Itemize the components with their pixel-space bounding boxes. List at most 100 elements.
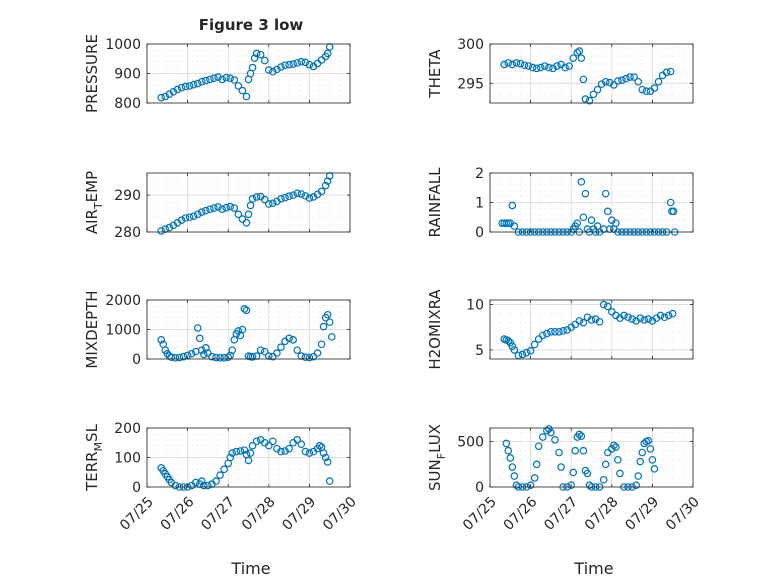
data-point <box>640 316 649 324</box>
data-point <box>198 346 206 354</box>
data-point <box>585 96 594 105</box>
data-point <box>200 350 208 359</box>
data-point <box>581 95 590 103</box>
data-point <box>313 349 322 357</box>
data-point <box>242 306 251 315</box>
data-point <box>569 468 578 477</box>
data-point <box>510 472 519 480</box>
data-point <box>208 352 216 361</box>
series-markers <box>157 305 336 362</box>
x-axis-label-left: Time <box>230 559 270 578</box>
subplot-air_temp: 280 290 AIRTEMP <box>83 171 351 241</box>
data-point <box>321 181 330 190</box>
data-point <box>504 337 513 345</box>
data-point <box>285 192 293 201</box>
y-axis-label-main: PRESSURE <box>83 34 101 113</box>
data-point <box>226 74 235 83</box>
data-point <box>567 481 576 489</box>
data-point <box>648 455 657 464</box>
data-point <box>289 336 297 344</box>
y-tick-label: 5 <box>475 343 484 359</box>
data-point <box>305 60 314 69</box>
y-axis-label-tail: SL <box>83 423 101 442</box>
data-point <box>579 213 588 222</box>
data-point <box>260 56 269 65</box>
data-point <box>246 201 255 210</box>
data-point <box>545 425 553 433</box>
data-point <box>260 195 269 204</box>
data-point <box>289 60 297 68</box>
data-point <box>248 353 257 361</box>
data-point <box>593 85 602 94</box>
data-point <box>234 210 243 219</box>
data-point <box>234 82 243 90</box>
data-point <box>226 202 235 211</box>
data-point <box>173 85 182 94</box>
y-tick-label: 1 <box>475 196 484 212</box>
data-point <box>244 210 253 219</box>
data-point <box>545 63 553 72</box>
data-point <box>589 90 598 99</box>
data-point <box>666 198 675 207</box>
y-axis-label-subscript: F <box>435 453 448 459</box>
y-axis-label-main: THETA <box>426 49 444 99</box>
data-point <box>195 334 204 343</box>
data-point <box>230 204 239 212</box>
data-point <box>583 469 592 478</box>
data-point <box>579 446 588 455</box>
data-point <box>248 195 257 203</box>
data-point <box>662 68 671 77</box>
data-point <box>212 477 220 485</box>
x-tick-label: 07/30 <box>320 494 360 534</box>
y-tick-label: 2 <box>475 166 484 182</box>
data-point <box>551 435 559 444</box>
data-point <box>252 49 261 58</box>
data-point <box>666 67 675 76</box>
data-point <box>193 79 202 88</box>
data-point <box>198 77 206 86</box>
data-point <box>187 349 196 358</box>
y-axis-label: PRESSURE <box>83 34 101 113</box>
data-point <box>506 454 515 462</box>
data-point <box>575 430 584 439</box>
axes-box <box>489 427 694 488</box>
data-point <box>240 305 249 313</box>
x-tick-label: 07/29 <box>279 494 319 534</box>
data-point <box>557 463 565 471</box>
data-point <box>244 456 253 465</box>
data-point <box>252 437 261 446</box>
data-point <box>512 59 521 67</box>
data-point <box>638 85 647 94</box>
y-axis-label: TERRMSL <box>83 423 105 492</box>
data-point <box>622 74 630 83</box>
data-point <box>636 457 645 466</box>
data-point <box>273 65 281 74</box>
data-point <box>601 189 610 198</box>
data-point <box>161 92 170 101</box>
data-point <box>538 331 547 340</box>
data-point <box>269 199 277 208</box>
data-point <box>157 227 166 235</box>
data-point <box>214 73 222 81</box>
data-point <box>212 353 220 362</box>
data-point <box>204 481 212 490</box>
data-point <box>579 318 588 327</box>
y-axis-label-main: SUN <box>426 459 444 491</box>
data-point <box>281 61 289 70</box>
data-point <box>508 60 517 69</box>
data-point <box>179 352 188 361</box>
data-point <box>301 353 310 362</box>
data-point <box>500 60 509 69</box>
data-point <box>526 347 535 355</box>
data-point <box>293 346 302 354</box>
data-point <box>603 302 612 311</box>
y-tick-label: 2000 <box>105 293 141 309</box>
data-point <box>597 80 606 88</box>
data-point <box>305 194 314 202</box>
data-point <box>202 76 210 85</box>
data-point <box>603 207 612 216</box>
data-point <box>543 426 551 435</box>
data-point <box>327 333 336 341</box>
